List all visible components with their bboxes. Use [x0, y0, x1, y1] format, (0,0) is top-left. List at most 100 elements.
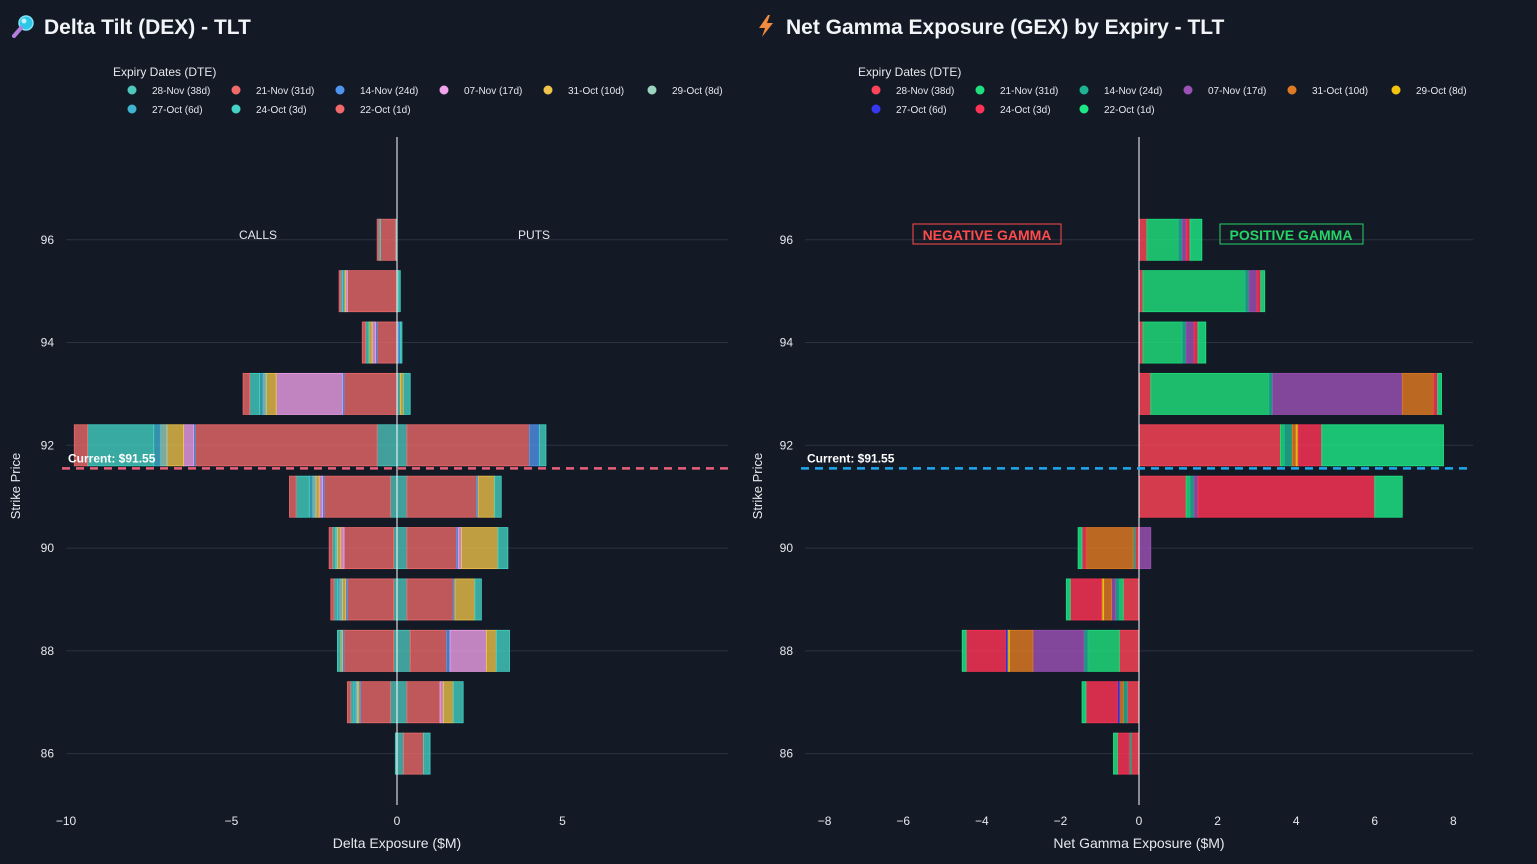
bar-segment — [1081, 527, 1087, 570]
bar-segment — [1118, 681, 1124, 724]
bar-segment — [1437, 372, 1442, 415]
legend-marker — [975, 104, 985, 114]
bar-segment — [343, 629, 395, 672]
negative-gamma-box — [912, 223, 1062, 245]
x-tick-label: 2 — [1214, 814, 1221, 828]
bar-segment — [1081, 681, 1087, 724]
bar-segment — [961, 629, 967, 672]
y-tick-label: 90 — [41, 541, 55, 555]
bar-segment — [1150, 372, 1270, 415]
bar-segment — [265, 372, 277, 415]
x-tick-label: 0 — [1136, 814, 1143, 828]
bar-segment — [333, 578, 338, 621]
bar-segment — [337, 629, 342, 672]
bar-segment — [396, 527, 408, 570]
legend-marker — [871, 85, 881, 95]
x-tick-label: −8 — [818, 814, 832, 828]
current-price-label: Current: $91.55 — [807, 451, 895, 465]
right-legend-title: Expiry Dates (DTE) — [858, 65, 962, 79]
bar-segment — [1069, 578, 1103, 621]
bar-segment — [1256, 270, 1262, 313]
bar-segment — [396, 681, 408, 724]
x-tick-label: −10 — [56, 814, 77, 828]
bar-segment — [406, 475, 477, 518]
legend-label: 27-Oct (6d) — [896, 105, 947, 116]
bar-segment — [1122, 681, 1128, 724]
legend-label: 14-Nov (24d) — [1104, 86, 1162, 97]
gamma-exposure-title: Net Gamma Exposure (GEX) by Expiry - TLT — [754, 14, 1224, 40]
legend-label: 24-Oct (3d) — [256, 105, 307, 116]
bar-segment — [1126, 681, 1140, 724]
bar-segment — [399, 372, 405, 415]
legend-marker — [871, 104, 881, 114]
legend-label: 07-Nov (17d) — [1208, 86, 1266, 97]
delta-tilt-chart: 86 88 90 92 94 96 −10 −5 0 5 Delta Exposure ($M) St… — [8, 85, 728, 851]
bar-segment — [308, 475, 313, 518]
bar-segment — [343, 527, 395, 570]
bar-segment — [1197, 475, 1376, 518]
bar-segment — [1083, 629, 1089, 672]
bar-segment — [1032, 629, 1085, 672]
bar-segment — [399, 321, 403, 364]
bar-segment — [477, 475, 496, 518]
bar-segment — [1181, 321, 1187, 364]
bar-segment — [346, 578, 395, 621]
bar-segment — [1077, 527, 1083, 570]
legend-label: 27-Oct (6d) — [152, 105, 203, 116]
bar-segment — [965, 629, 1006, 672]
bar-segment — [376, 321, 398, 364]
y-tick-label: 96 — [41, 233, 55, 247]
legend-marker — [231, 104, 241, 114]
legend-marker — [231, 85, 241, 95]
y-tick-label: 86 — [780, 747, 794, 761]
y-tick-label: 94 — [41, 336, 55, 350]
bar-segment — [332, 527, 337, 570]
bar-segment — [338, 578, 343, 621]
bar-segment — [529, 424, 540, 467]
legend-marker — [1287, 85, 1297, 95]
bar-segment — [461, 527, 499, 570]
bar-segment — [183, 424, 194, 467]
legend-label: 31-Oct (10d) — [1312, 86, 1368, 97]
legend-marker — [1079, 104, 1089, 114]
bar-segment — [446, 629, 451, 672]
puts-annotation: PUTS — [518, 228, 550, 242]
bar-segment — [396, 424, 408, 467]
bar-segment — [538, 424, 547, 467]
bar-segment — [73, 424, 88, 467]
bar-segment — [1146, 218, 1179, 261]
bar-segment — [1185, 475, 1191, 518]
bar-segment — [360, 681, 391, 724]
magnifier-icon — [12, 15, 34, 38]
x-tick-label: 4 — [1293, 814, 1300, 828]
bar-segment — [1177, 218, 1183, 261]
bar-segment — [1189, 475, 1195, 518]
bar-segment — [497, 527, 509, 570]
delta-tilt-title-text: Delta Tilt (DEX) - TLT — [44, 16, 251, 39]
bar-segment — [1291, 424, 1297, 467]
bar-segment — [249, 372, 261, 415]
bar-segment — [87, 424, 155, 467]
legend-marker — [439, 85, 449, 95]
x-tick-label: −6 — [896, 814, 910, 828]
bar-segment — [406, 681, 441, 724]
bar-segment — [1248, 270, 1258, 313]
y-tick-label: 92 — [41, 438, 55, 452]
y-tick-label: 94 — [780, 336, 794, 350]
bar-segment — [1085, 527, 1134, 570]
bar-segment — [361, 321, 366, 364]
bar-segment — [494, 475, 502, 518]
bar-segment — [1185, 321, 1195, 364]
bar-segment — [389, 681, 398, 724]
bar-segment — [396, 475, 408, 518]
bar-segment — [389, 475, 398, 518]
bar-segment — [1283, 424, 1293, 467]
x-tick-label: −4 — [975, 814, 989, 828]
bar-segment — [262, 372, 267, 415]
gamma-exposure-panel: Net Gamma Exposure (GEX) by Expiry - TLT… — [742, 0, 1537, 864]
legend-label: 22-Oct (1d) — [360, 105, 411, 116]
bar-segment — [1193, 475, 1199, 518]
bar-segment — [323, 475, 391, 518]
legend-label: 21-Nov (31d) — [1000, 86, 1058, 97]
bar-segment — [346, 681, 352, 724]
